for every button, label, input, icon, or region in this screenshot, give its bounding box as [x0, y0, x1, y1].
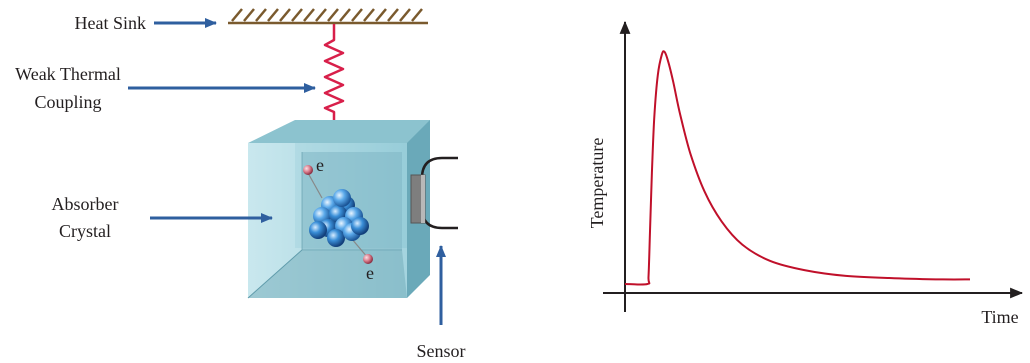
hatch-mark	[255, 8, 267, 22]
sensor	[410, 156, 458, 230]
sensor-label: Sensor	[417, 341, 466, 361]
hatch-mark	[279, 8, 291, 22]
electron-track-top	[307, 172, 323, 199]
temperature-chart: Temperature Time	[587, 20, 1024, 327]
electron-bottom	[363, 254, 373, 264]
electron-bottom-label: e	[366, 263, 374, 283]
nucleon	[333, 189, 351, 207]
hatch-mark	[303, 8, 315, 22]
hatch-mark	[399, 8, 411, 22]
hatch-mark	[291, 8, 303, 22]
hatch-mark	[351, 8, 363, 22]
electron-top	[303, 165, 313, 175]
hatch-mark	[375, 8, 387, 22]
heat-sink-hatching	[231, 8, 423, 22]
hatch-mark	[327, 8, 339, 22]
nucleon	[351, 217, 369, 235]
hatch-mark	[363, 8, 375, 22]
heat-sink-label: Heat Sink	[75, 13, 147, 33]
absorber-label-line2: Crystal	[59, 221, 111, 241]
electron-top-label: e	[316, 155, 324, 175]
y-axis-label: Temperature	[587, 138, 607, 229]
thermal-coupling-spring	[323, 24, 345, 128]
absorber-label-line1: Absorber	[52, 194, 119, 214]
atom: e e	[303, 155, 374, 283]
hatch-mark	[315, 8, 327, 22]
coupling-label-line1: Weak Thermal	[15, 64, 121, 84]
sensor-wire-top	[420, 156, 458, 179]
heat-sink	[228, 8, 428, 25]
nucleus	[309, 189, 369, 247]
nucleon	[327, 229, 345, 247]
x-axis-label: Time	[981, 307, 1018, 327]
hatch-mark	[231, 8, 243, 22]
nucleon	[309, 221, 327, 239]
temperature-series-line	[624, 50, 971, 286]
hatch-mark	[243, 8, 255, 22]
coupling-label-line2: Coupling	[34, 92, 101, 112]
hatch-mark	[339, 8, 351, 22]
hatch-mark	[387, 8, 399, 22]
hatch-mark	[267, 8, 279, 22]
crystal-top-face	[248, 120, 430, 143]
hatch-mark	[411, 8, 423, 22]
